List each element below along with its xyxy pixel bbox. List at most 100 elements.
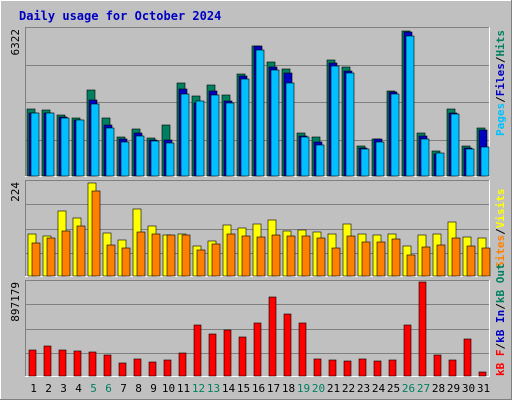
legend-kbin: kB In: [494, 310, 507, 343]
x-tick-label: 6: [105, 382, 112, 395]
kbytes-bar: [388, 359, 397, 377]
legend-sites: Sites: [494, 235, 507, 268]
x-tick-label: 4: [75, 382, 82, 395]
kbytes-bar: [463, 338, 472, 377]
x-tick-label: 30: [462, 382, 475, 395]
x-tick-label: 22: [342, 382, 355, 395]
sites-bar: [466, 245, 476, 277]
panel-kbytes: 897179 kB F/kB In/kB Out: [9, 263, 507, 377]
kbytes-bar: [283, 313, 292, 377]
x-tick-label: 29: [447, 382, 460, 395]
kbytes-bar: [163, 359, 172, 377]
kbytes-bar: [433, 354, 442, 377]
kbytes-bar: [253, 322, 262, 377]
bottom-legend: kB F/kB In/kB Out: [494, 263, 507, 376]
middle-legend: Sites/Visits: [494, 189, 507, 269]
top-legend: Pages/Files/Hits: [494, 30, 507, 136]
kbytes-bar: [418, 281, 427, 377]
sites-bar: [226, 233, 236, 277]
sites-bar: [481, 247, 491, 277]
x-tick-label: 3: [60, 382, 67, 395]
bottom-max-label: 897179: [9, 282, 22, 322]
sites-bar: [316, 237, 326, 277]
sites-bar: [46, 237, 56, 277]
kbytes-bar: [73, 350, 82, 377]
pages-bar: [360, 148, 370, 177]
sites-bar: [181, 234, 191, 277]
sites-bar: [376, 241, 386, 277]
x-tick-label: 2: [45, 382, 52, 395]
x-tick-label: 28: [432, 382, 445, 395]
pages-bar: [405, 35, 415, 177]
x-tick-label: 9: [150, 382, 157, 395]
kbytes-bar: [88, 351, 97, 377]
x-tick-label: 1: [30, 382, 37, 395]
kbytes-bar: [328, 359, 337, 377]
panel-hits-files-pages: 6322 Pages/Files/Hits: [9, 27, 507, 177]
sites-bar: [166, 234, 176, 277]
sites-bar: [421, 246, 431, 277]
sites-bar: [106, 244, 116, 277]
kbytes-bar: [223, 329, 232, 377]
chart-title: Daily usage for October 2024: [19, 9, 221, 23]
sites-bar: [406, 254, 416, 277]
kbytes-bar: [28, 349, 37, 377]
x-tick-label: 18: [282, 382, 295, 395]
sites-bar: [286, 235, 296, 277]
sites-bar: [196, 249, 206, 277]
pages-bar: [120, 141, 130, 177]
legend-pages: Pages: [494, 103, 507, 136]
pages-bar: [390, 93, 400, 177]
pages-bar: [285, 82, 295, 177]
x-tick-label: 13: [207, 382, 220, 395]
x-tick-label: 23: [357, 382, 370, 395]
x-tick-label: 27: [417, 382, 430, 395]
x-tick-label: 5: [90, 382, 97, 395]
sites-bar: [76, 225, 86, 277]
x-tick-label: 15: [237, 382, 250, 395]
pages-bar: [180, 93, 190, 177]
x-axis-labels: 1 2 3 4 5 6 7 8 9 10 11 12 13 14 15 16 17 18 19 20 21 22 23 24 2…: [30, 382, 490, 395]
pages-bar: [330, 65, 340, 177]
sites-bar: [211, 243, 221, 277]
kbytes-bar: [298, 322, 307, 377]
middle-max-label: 224: [9, 182, 22, 202]
kbytes-bar: [178, 352, 187, 377]
x-tick-label: 21: [327, 382, 340, 395]
sites-bar: [271, 234, 281, 277]
x-tick-label: 24: [372, 382, 386, 395]
kbytes-bar: [193, 324, 202, 377]
pages-bar: [300, 136, 310, 177]
x-tick-label: 16: [252, 382, 265, 395]
sites-bar: [151, 233, 161, 277]
pages-bar: [195, 100, 205, 177]
sites-bar: [121, 247, 131, 277]
x-tick-label: 31: [477, 382, 490, 395]
pages-bar: [315, 144, 325, 177]
legend-hits: Hits: [494, 30, 507, 57]
legend-kbf: kB F: [494, 350, 507, 377]
sites-bar: [31, 242, 41, 277]
legend-sep: /: [494, 343, 507, 350]
kbytes-bar: [118, 362, 127, 377]
sites-bar: [391, 238, 401, 277]
chart-panels: 6322Pages/Files/Hits224Sites/Visits89717…: [9, 27, 507, 377]
kbytes-bar: [268, 296, 277, 377]
kbytes-bar: [208, 333, 217, 377]
legend-sep: /: [494, 228, 507, 235]
kbytes-bar: [313, 358, 322, 377]
sites-bar: [451, 237, 461, 277]
kbytes-bar: [448, 359, 457, 377]
legend-files: Files: [494, 63, 507, 96]
sites-bar: [331, 247, 341, 277]
kbytes-bar: [358, 358, 367, 377]
kbytes-bar: [58, 349, 67, 377]
pages-bar: [345, 72, 355, 177]
pages-bar: [105, 127, 115, 177]
kbytes-bar: [403, 324, 412, 377]
x-tick-label: 14: [222, 382, 236, 395]
pages-bar: [75, 119, 85, 177]
kbytes-bar: [478, 371, 487, 377]
sites-bar: [256, 236, 266, 277]
top-max-label: 6322: [9, 29, 22, 56]
